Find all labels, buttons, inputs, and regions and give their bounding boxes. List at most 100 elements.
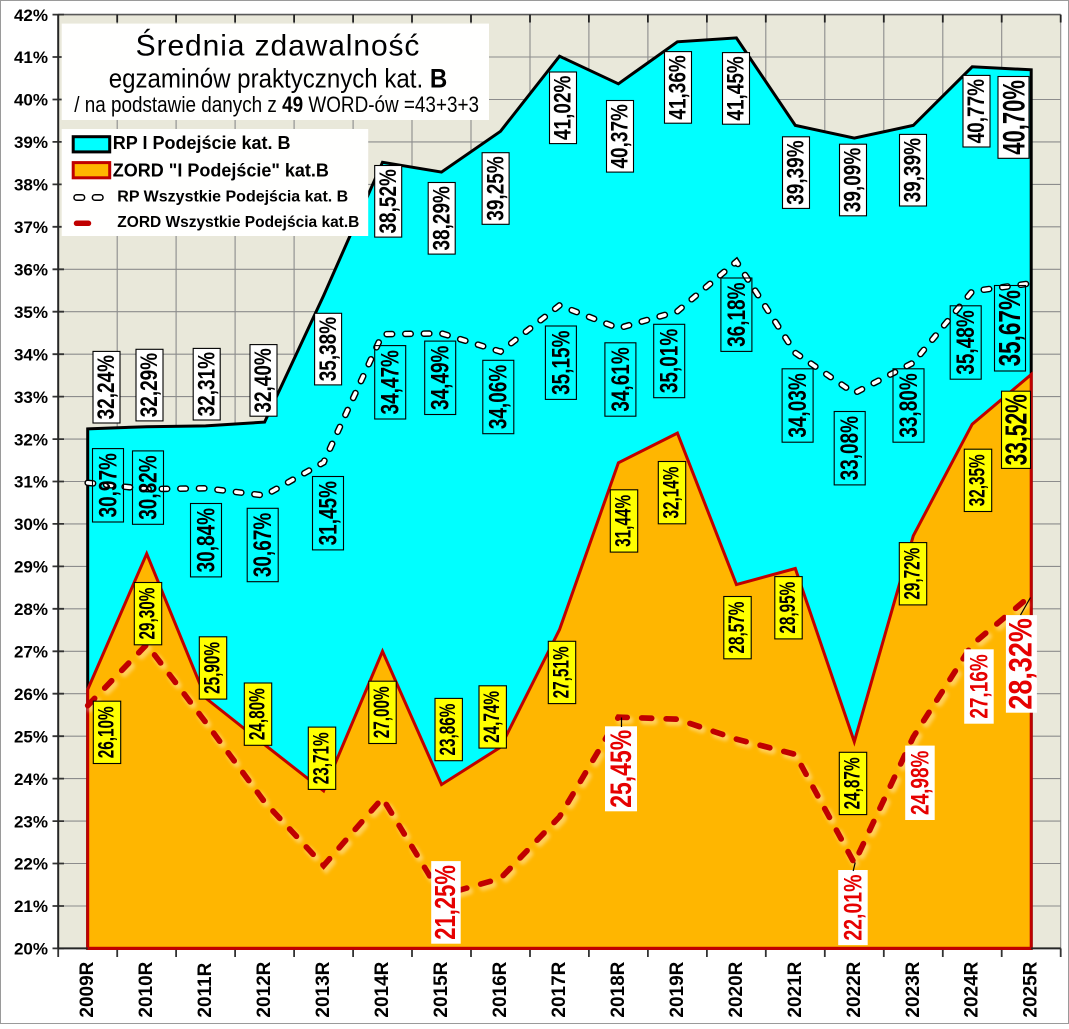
svg-text:34,49%: 34,49% <box>426 346 454 410</box>
svg-text:2016R: 2016R <box>490 961 511 1017</box>
svg-text:20%: 20% <box>14 940 48 959</box>
svg-text:39,39%: 39,39% <box>783 140 810 204</box>
svg-text:40,37%: 40,37% <box>607 104 634 168</box>
svg-text:33%: 33% <box>14 388 48 407</box>
svg-text:27,00%: 27,00% <box>370 686 394 738</box>
svg-text:25,45%: 25,45% <box>604 730 638 808</box>
svg-text:35,01%: 35,01% <box>655 329 683 393</box>
svg-text:21,25%: 21,25% <box>430 865 461 940</box>
svg-text:2024R: 2024R <box>962 961 983 1017</box>
svg-text:26%: 26% <box>14 685 48 704</box>
svg-text:2020R: 2020R <box>726 961 747 1017</box>
svg-text:2019R: 2019R <box>667 961 688 1017</box>
svg-text:28,32%: 28,32% <box>1003 618 1039 710</box>
svg-text:35,38%: 35,38% <box>315 317 342 381</box>
svg-text:2011R: 2011R <box>195 962 216 1017</box>
svg-text:27%: 27% <box>14 643 48 662</box>
svg-text:Średnia zdawalność: Średnia zdawalność <box>136 29 421 63</box>
svg-text:41,45%: 41,45% <box>723 56 750 120</box>
svg-text:28%: 28% <box>14 600 48 619</box>
svg-text:23,71%: 23,71% <box>310 732 334 784</box>
svg-text:34,61%: 34,61% <box>606 347 634 411</box>
svg-text:35,67%: 35,67% <box>993 290 1027 366</box>
svg-text:24,98%: 24,98% <box>906 751 934 815</box>
svg-text:32,24%: 32,24% <box>93 355 120 419</box>
svg-text:2014R: 2014R <box>372 961 393 1017</box>
svg-text:27,51%: 27,51% <box>550 646 574 698</box>
svg-text:2010R: 2010R <box>136 961 157 1017</box>
svg-text:24,74%: 24,74% <box>480 691 504 743</box>
svg-text:21%: 21% <box>14 897 48 916</box>
svg-text:35,15%: 35,15% <box>547 331 575 395</box>
svg-text:41,02%: 41,02% <box>550 76 577 140</box>
svg-text:RP Wszystkie Podejścia kat. B: RP Wszystkie Podejścia kat. B <box>117 189 348 206</box>
svg-text:41%: 41% <box>14 48 48 67</box>
svg-text:32,31%: 32,31% <box>193 352 220 416</box>
svg-text:39%: 39% <box>14 133 48 152</box>
svg-text:39,09%: 39,09% <box>840 148 867 212</box>
svg-text:2025R: 2025R <box>1021 961 1042 1017</box>
svg-text:30,82%: 30,82% <box>134 455 162 519</box>
svg-text:23%: 23% <box>14 812 48 831</box>
svg-text:2018R: 2018R <box>608 961 629 1017</box>
svg-text:31%: 31% <box>14 473 48 492</box>
svg-text:33,80%: 33,80% <box>894 373 922 437</box>
svg-text:34,47%: 34,47% <box>376 350 404 414</box>
svg-text:38,52%: 38,52% <box>375 169 402 233</box>
svg-text:32,35%: 32,35% <box>966 454 990 506</box>
svg-text:36%: 36% <box>14 261 48 280</box>
svg-text:ZORD "I Podejście" kat.B: ZORD "I Podejście" kat.B <box>113 161 329 181</box>
svg-text:28,95%: 28,95% <box>776 582 800 634</box>
svg-text:34,06%: 34,06% <box>484 365 512 429</box>
svg-text:2013R: 2013R <box>313 961 334 1017</box>
svg-text:egzaminów praktycznych kat. B: egzaminów praktycznych kat. B <box>109 64 448 93</box>
svg-text:38,29%: 38,29% <box>428 186 455 250</box>
svg-text:24%: 24% <box>14 770 48 789</box>
svg-text:40,70%: 40,70% <box>995 80 1031 155</box>
svg-text:30%: 30% <box>14 515 48 534</box>
svg-text:39,39%: 39,39% <box>900 138 927 202</box>
svg-text:30,84%: 30,84% <box>192 508 220 572</box>
svg-text:RP I Podejście kat. B: RP I Podejście kat. B <box>113 133 291 153</box>
svg-text:37%: 37% <box>14 218 48 237</box>
svg-text:32,40%: 32,40% <box>250 348 277 412</box>
svg-text:40,77%: 40,77% <box>963 79 990 143</box>
svg-text:24,80%: 24,80% <box>246 688 270 740</box>
svg-text:36,18%: 36,18% <box>722 283 750 347</box>
svg-text:33,08%: 33,08% <box>836 416 864 480</box>
svg-text:/ na podstawie danych z 49 WOR: / na podstawie danych z 49 WORD-ów =43+3… <box>74 93 479 118</box>
svg-text:35,48%: 35,48% <box>952 310 980 374</box>
svg-text:29%: 29% <box>14 558 48 577</box>
svg-text:38%: 38% <box>14 176 48 195</box>
svg-text:31,44%: 31,44% <box>612 495 636 547</box>
svg-text:25,90%: 25,90% <box>201 642 225 694</box>
svg-text:24,87%: 24,87% <box>841 757 865 809</box>
svg-text:30,97%: 30,97% <box>94 453 122 517</box>
svg-text:2023R: 2023R <box>903 961 924 1017</box>
svg-text:31,45%: 31,45% <box>314 481 342 545</box>
svg-text:42%: 42% <box>14 6 48 25</box>
svg-text:34%: 34% <box>14 345 48 364</box>
svg-text:23,86%: 23,86% <box>436 704 460 756</box>
svg-text:29,30%: 29,30% <box>136 588 160 640</box>
svg-text:29,72%: 29,72% <box>901 548 925 600</box>
svg-text:32,14%: 32,14% <box>660 467 684 519</box>
svg-text:2021R: 2021R <box>785 961 806 1017</box>
svg-text:2022R: 2022R <box>844 961 865 1017</box>
svg-text:40%: 40% <box>14 91 48 110</box>
svg-text:34,03%: 34,03% <box>784 373 812 437</box>
svg-text:35%: 35% <box>14 303 48 322</box>
svg-text:2017R: 2017R <box>549 961 570 1017</box>
svg-text:22,01%: 22,01% <box>839 875 867 941</box>
svg-text:22%: 22% <box>14 855 48 874</box>
svg-text:2012R: 2012R <box>254 961 275 1017</box>
svg-text:2015R: 2015R <box>431 961 452 1017</box>
svg-text:33,52%: 33,52% <box>999 394 1034 465</box>
svg-text:32%: 32% <box>14 430 48 449</box>
svg-text:39,25%: 39,25% <box>482 156 509 220</box>
svg-text:25%: 25% <box>14 727 48 746</box>
svg-text:ZORD Wszystkie Podejścia kat.B: ZORD Wszystkie Podejścia kat.B <box>117 214 359 231</box>
svg-text:26,10%: 26,10% <box>95 706 119 758</box>
svg-text:30,67%: 30,67% <box>249 513 277 577</box>
svg-text:32,29%: 32,29% <box>136 353 163 417</box>
